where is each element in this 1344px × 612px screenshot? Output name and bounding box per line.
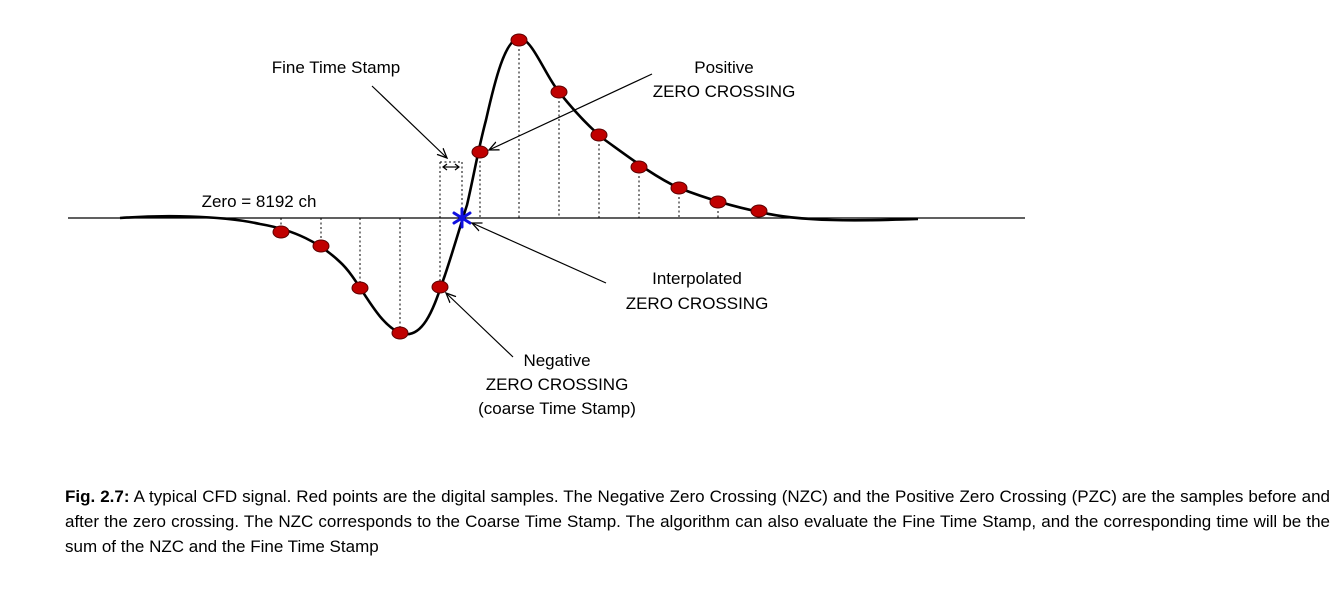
positive-zc-arrow (489, 73, 653, 150)
annotation-arrows (371, 73, 653, 358)
sample-point (750, 204, 768, 218)
figure-number: Fig. 2.7: (65, 487, 130, 506)
sample-point (312, 239, 330, 253)
figure-caption: Fig. 2.7: A typical CFD signal. Red poin… (65, 484, 1330, 559)
fine-time-stamp-double-arrow (442, 163, 460, 171)
sample-point (351, 281, 369, 295)
sample-point (510, 33, 528, 47)
positive-zc-label-line1: Positive (694, 58, 754, 77)
caption-text: A typical CFD signal. Red points are the… (65, 487, 1331, 556)
negative-zc-label-line3: (coarse Time Stamp) (478, 399, 636, 418)
interpolated-zero-crossing-asterisk-icon (452, 207, 472, 229)
fine-time-stamp-arrow (371, 85, 447, 158)
sample-point (670, 181, 688, 195)
negative-zero-crossing-sample (431, 280, 449, 294)
interpolated-zc-label-line2: ZERO CROSSING (626, 294, 769, 313)
zero-level-label: Zero = 8192 ch (202, 192, 317, 211)
sample-point (590, 128, 608, 142)
sample-point (550, 85, 568, 99)
interpolated-zc-arrow (472, 223, 607, 284)
negative-zc-label-line1: Negative (523, 351, 590, 370)
positive-zc-label-line2: ZERO CROSSING (653, 82, 796, 101)
sample-point (709, 195, 727, 209)
cfd-signal-diagram: Fine Time Stamp Positive ZERO CROSSING Z… (68, 33, 1025, 418)
sample-point (630, 160, 648, 174)
interpolated-zc-label-line1: Interpolated (652, 269, 742, 288)
sample-drop-lines (280, 40, 719, 333)
cfd-signal-curve (119, 36, 919, 336)
sample-point (391, 326, 409, 340)
digital-samples (272, 33, 768, 340)
negative-zc-arrow (446, 293, 514, 358)
negative-zc-label-line2: ZERO CROSSING (486, 375, 629, 394)
sample-point (272, 225, 290, 239)
fine-time-stamp-label: Fine Time Stamp (272, 58, 401, 77)
positive-zero-crossing-sample (471, 145, 489, 159)
